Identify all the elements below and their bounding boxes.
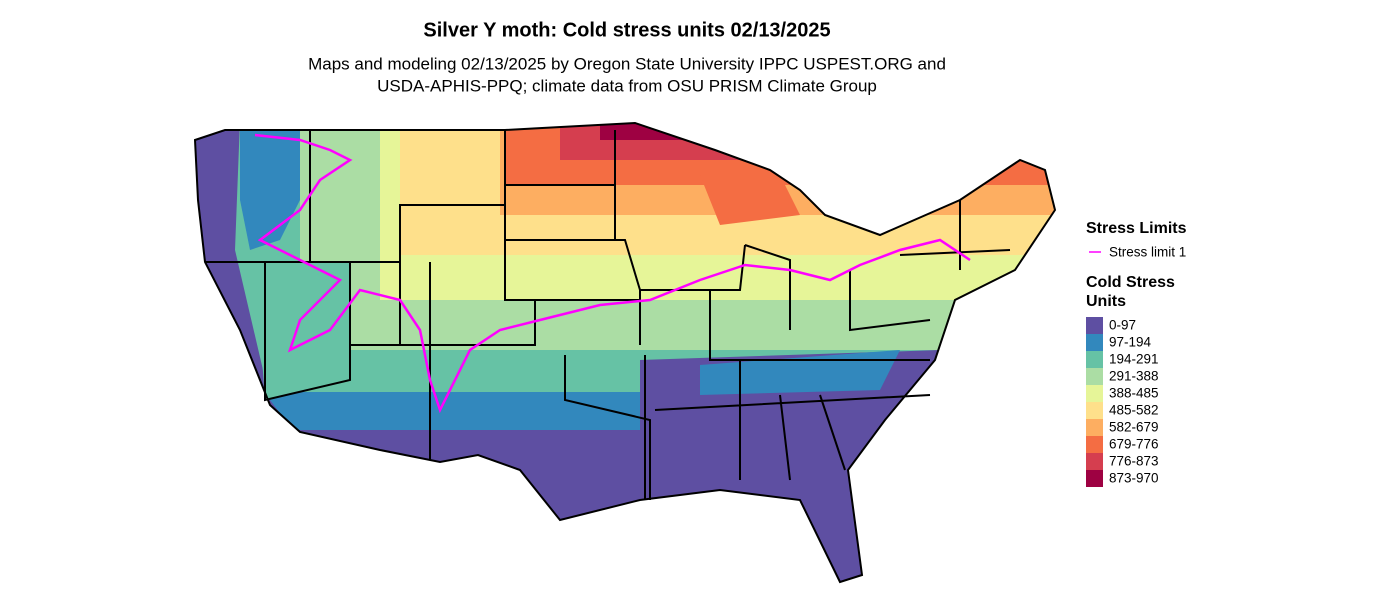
legend-label: Stress limit 1 [1109, 245, 1186, 260]
legend-swatch [1086, 453, 1103, 470]
legend-label: 388-485 [1109, 386, 1159, 401]
legend-label: 194-291 [1109, 352, 1159, 367]
legend-swatch [1086, 470, 1103, 487]
map-zone [255, 262, 350, 400]
legend-title: Stress Limits [1086, 220, 1187, 237]
legend-label: 485-582 [1109, 403, 1159, 418]
legend-swatch [1086, 419, 1103, 436]
state-borders [193, 121, 1057, 584]
legend-label: 679-776 [1109, 437, 1159, 452]
legend-swatch [1086, 436, 1103, 453]
legend-label: 776-873 [1109, 454, 1159, 469]
legend-label: 291-388 [1109, 369, 1159, 384]
stress-limit-contour [254, 133, 971, 414]
legend-swatch [1086, 351, 1103, 368]
legend-swatch [1086, 402, 1103, 419]
legend-label: 0-97 [1109, 318, 1136, 333]
map-zone [700, 175, 800, 225]
subtitle-line: Maps and modeling 02/13/2025 by Oregon S… [308, 54, 946, 73]
map-title: Silver Y moth: Cold stress units 02/13/2… [423, 19, 830, 41]
legend-label: 873-970 [1109, 471, 1159, 486]
legend-title: Units [1086, 293, 1126, 310]
legend-title: Cold Stress [1086, 274, 1175, 291]
legend-swatch [1086, 385, 1103, 402]
map-zone [240, 123, 300, 250]
subtitle-line: USDA-APHIS-PPQ; climate data from OSU PR… [377, 76, 877, 95]
legend-swatch [1086, 317, 1103, 334]
legend-swatch [1086, 334, 1103, 351]
legend-swatch [1086, 368, 1103, 385]
legend-label: 97-194 [1109, 335, 1152, 350]
map-zone [600, 123, 1055, 140]
legend-label: 582-679 [1109, 420, 1159, 435]
map-zone [700, 350, 900, 395]
